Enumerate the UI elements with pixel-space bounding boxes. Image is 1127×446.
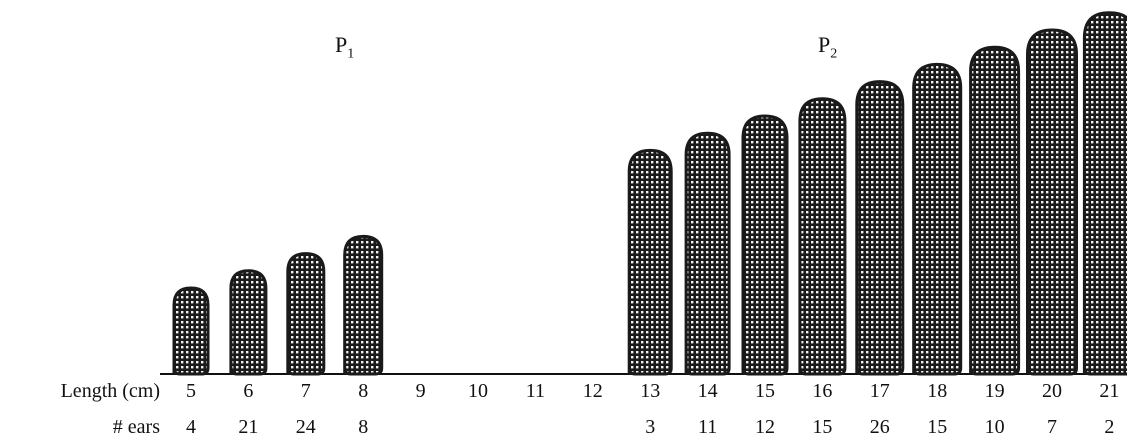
length-cell: 5 xyxy=(186,380,196,402)
length-cell: 14 xyxy=(697,380,718,402)
ears-row-label: # ears xyxy=(112,416,160,438)
corn-ear-13cm xyxy=(627,148,673,376)
length-cell: 13 xyxy=(640,380,661,402)
group-label-p2-name: P xyxy=(818,32,831,57)
length-cell: 9 xyxy=(415,380,426,402)
corn-ear-6cm xyxy=(229,269,268,376)
ears-cell: 26 xyxy=(869,416,890,438)
ears-cell: 15 xyxy=(927,416,948,438)
length-cell: 11 xyxy=(525,380,546,402)
length-cell: 18 xyxy=(927,380,948,402)
corn-ear-14cm xyxy=(684,131,731,376)
corn-ear-20cm xyxy=(1026,28,1078,376)
ears-cell: 10 xyxy=(984,416,1005,438)
ears-cell: 3 xyxy=(645,416,656,438)
length-cell: 10 xyxy=(468,380,488,402)
corn-ear-19cm xyxy=(969,45,1021,376)
ears-cell: 2 xyxy=(1104,416,1115,438)
ears-cell: 7 xyxy=(1047,416,1057,438)
ears-cell: 15 xyxy=(812,416,833,438)
length-cell: 21 xyxy=(1099,380,1120,402)
ears-cell: 24 xyxy=(295,416,316,438)
ears-cell: 21 xyxy=(238,416,259,438)
ears-cell: 12 xyxy=(755,416,775,438)
ears-group xyxy=(172,11,1127,376)
corn-ear-16cm xyxy=(798,97,847,376)
length-cell: 20 xyxy=(1042,380,1062,402)
length-cell: 12 xyxy=(582,380,603,402)
ears-cell: 4 xyxy=(186,416,196,438)
length-cell: 16 xyxy=(812,380,833,402)
corn-ear-17cm xyxy=(855,80,905,376)
corn-ear-15cm xyxy=(741,114,789,376)
group-label-p2-sub: 2 xyxy=(830,46,838,62)
length-cell: 19 xyxy=(984,380,1005,402)
ears-cell: 11 xyxy=(697,416,718,438)
ears-cell: 8 xyxy=(358,416,369,438)
length-cell: 6 xyxy=(243,380,254,402)
length-cell: 8 xyxy=(358,380,369,402)
length-row-label: Length (cm) xyxy=(60,380,160,402)
group-label-p1: P1 xyxy=(335,32,354,62)
corn-ear-8cm xyxy=(343,234,384,376)
group-label-p2: P2 xyxy=(818,32,837,62)
group-label-p1-name: P xyxy=(335,32,348,57)
corn-ear-18cm xyxy=(912,62,963,376)
corn-ear-21cm xyxy=(1082,11,1127,376)
corn-ear-5cm xyxy=(172,286,210,376)
corn-ear-7cm xyxy=(286,252,326,376)
length-cell: 17 xyxy=(869,380,890,402)
length-cell: 15 xyxy=(755,380,775,402)
length-cell: 7 xyxy=(300,380,311,402)
group-label-p1-sub: 1 xyxy=(347,46,355,62)
